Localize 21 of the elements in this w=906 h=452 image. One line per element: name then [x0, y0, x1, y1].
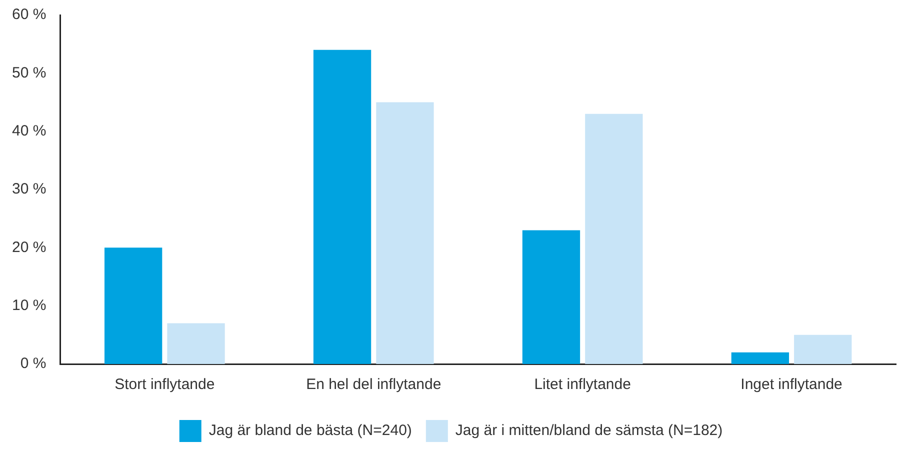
- bar: [585, 114, 643, 364]
- x-tick-label: Litet inflytande: [534, 376, 631, 394]
- y-tick-label: 40 %: [12, 122, 46, 140]
- bar: [522, 230, 580, 364]
- x-tick-label: Inget inflytande: [740, 376, 842, 394]
- legend-label: Jag är i mitten/bland de sämsta (N=182): [455, 422, 723, 440]
- bar: [104, 248, 162, 364]
- y-tick-label: 50 %: [12, 64, 46, 82]
- y-tick-label: 0 %: [20, 355, 46, 372]
- y-tick-label: 10 %: [12, 296, 46, 314]
- bar: [376, 102, 434, 364]
- y-tick-label: 30 %: [12, 180, 46, 198]
- bar: [167, 323, 225, 364]
- y-tick-label: 60 %: [12, 6, 46, 24]
- x-tick-label: Stort inflytande: [114, 376, 215, 394]
- bar: [794, 334, 852, 364]
- x-tick-label: En hel del inflytande: [306, 376, 442, 394]
- bar: [731, 352, 790, 364]
- legend-label: Jag är bland de bästa (N=240): [208, 422, 412, 440]
- bar: [313, 50, 372, 364]
- y-tick-label: 20 %: [12, 238, 46, 256]
